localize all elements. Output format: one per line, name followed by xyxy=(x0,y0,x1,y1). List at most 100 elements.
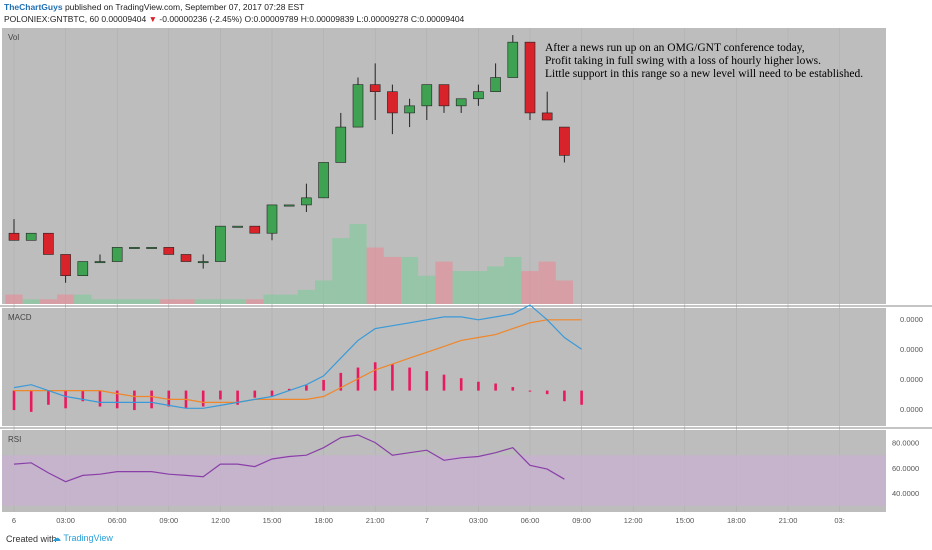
volume-bar xyxy=(5,294,23,304)
volume-bar xyxy=(332,238,350,304)
macd-histogram-bar xyxy=(201,390,205,407)
tradingview-logo[interactable]: ☁ TradingView xyxy=(52,533,113,543)
candle-body xyxy=(490,77,501,92)
macd-histogram-bar xyxy=(511,387,515,391)
macd-histogram-bar xyxy=(494,383,497,391)
volume-bar xyxy=(297,289,315,304)
down-arrow-icon: ▼ xyxy=(148,14,158,24)
time-tick-label: 03: xyxy=(834,516,844,525)
macd-signal-line xyxy=(14,319,582,403)
ohlc-values: O:0.00009789 H:0.00009839 L:0.00009278 C… xyxy=(244,14,465,24)
time-axis-bg xyxy=(0,512,932,529)
volume-bar xyxy=(91,299,109,304)
candle-body xyxy=(541,112,553,121)
volume-bar xyxy=(229,299,247,304)
macd-histogram-bar xyxy=(287,388,291,391)
volume-bar xyxy=(435,261,453,304)
author-link[interactable]: TheChartGuys xyxy=(4,2,63,12)
candle-body xyxy=(335,126,347,163)
macd-histogram-bar xyxy=(442,374,446,391)
volume-bar xyxy=(22,299,40,304)
time-tick-label: 21:00 xyxy=(366,516,385,525)
volume-bar xyxy=(452,271,470,304)
candle-body xyxy=(146,247,157,249)
volume-bar xyxy=(160,299,178,304)
last-price: 0.00009404 xyxy=(101,14,147,24)
time-tick-label: 18:00 xyxy=(727,516,746,525)
volume-bar xyxy=(246,299,264,304)
macd-histogram-bar xyxy=(425,371,429,391)
annotation-line: After a news run up on an OMG/GNT confer… xyxy=(545,42,805,54)
macd-histogram-bar xyxy=(133,390,136,411)
candle-body xyxy=(404,105,415,114)
annotation-line: Profit taking in full swing with a loss … xyxy=(545,55,821,67)
candle-body xyxy=(197,261,209,264)
macd-histogram-bar xyxy=(236,390,239,405)
macd-histogram-bar xyxy=(47,390,50,405)
macd-histogram-bar xyxy=(219,390,222,400)
time-tick-label: 15:00 xyxy=(675,516,694,525)
tradingview-logo-text: TradingView xyxy=(63,533,113,543)
volume-bar xyxy=(125,299,143,304)
volume-bar xyxy=(74,294,92,304)
macd-histogram-bar xyxy=(29,390,33,412)
macd-histogram-bar xyxy=(322,379,325,391)
chart-annotation: After a news run up on an OMG/GNT confer… xyxy=(545,42,863,81)
macd-pane-bg xyxy=(2,308,886,426)
time-tick-label: 03:00 xyxy=(469,516,488,525)
candle-body xyxy=(111,247,123,262)
candle-body xyxy=(301,197,312,206)
volume-bar xyxy=(418,275,436,304)
publish-line: TheChartGuys published on TradingView.co… xyxy=(4,2,304,12)
candle-body xyxy=(318,162,329,199)
macd-histogram-bar xyxy=(528,390,532,392)
volume-bar xyxy=(194,299,212,304)
volume-bar xyxy=(108,299,126,304)
time-tick-label: 06:00 xyxy=(521,516,540,525)
chart-canvas[interactable]: 0.000110000.000105000.000100000.00009500… xyxy=(0,26,932,529)
volume-bar xyxy=(504,256,522,304)
macd-histogram-bar xyxy=(459,378,463,391)
time-tick-label: 15:00 xyxy=(263,516,282,525)
macd-histogram-bar xyxy=(580,390,583,405)
candle-body xyxy=(129,247,140,249)
created-with-text: Created with xyxy=(6,534,57,544)
symbol-line: POLONIEX:GNTBTC, 60 0.00009404 ▼ -0.0000… xyxy=(4,14,464,24)
candle-body xyxy=(524,41,536,114)
volume-bar xyxy=(143,299,161,304)
candle-body xyxy=(8,232,20,241)
volume-bar xyxy=(349,224,367,304)
macd-line xyxy=(13,304,582,409)
macd-histogram-bar xyxy=(270,390,274,396)
macd-histogram-bar xyxy=(64,390,67,409)
candle-body xyxy=(60,254,71,276)
volume-bar xyxy=(469,271,487,304)
macd-label: MACD xyxy=(8,313,32,322)
macd-histogram-bar xyxy=(477,381,480,391)
macd-histogram-bar xyxy=(12,390,16,411)
time-tick-label: 7 xyxy=(425,516,429,525)
candle-body xyxy=(215,225,226,262)
macd-tick-label: 0.0000 xyxy=(900,375,923,384)
price-axis-bg xyxy=(886,26,932,512)
macd-tick-label: 0.0000 xyxy=(900,405,923,414)
macd-histogram-bar xyxy=(545,390,549,395)
rsi-tick-label: 60.0000 xyxy=(892,464,919,473)
volume-bar xyxy=(401,256,419,304)
volume-bar xyxy=(555,280,573,304)
macd-histogram-bar xyxy=(408,367,411,391)
macd-histogram-bar xyxy=(391,364,394,391)
macd-histogram-bar xyxy=(373,362,377,391)
volume-bar xyxy=(263,294,281,304)
price-pane-bg xyxy=(2,28,886,304)
candle-body xyxy=(77,261,89,276)
candle-body xyxy=(25,232,37,241)
volume-bar xyxy=(177,299,195,304)
macd-tick-label: 0.0000 xyxy=(900,315,923,324)
chart-header: TheChartGuys published on TradingView.co… xyxy=(0,0,932,26)
candle-body xyxy=(438,84,450,107)
time-tick-label: 09:00 xyxy=(572,516,591,525)
time-tick-label: 6 xyxy=(12,516,16,525)
candle-body xyxy=(473,91,484,100)
macd-histogram-bar xyxy=(98,390,102,407)
